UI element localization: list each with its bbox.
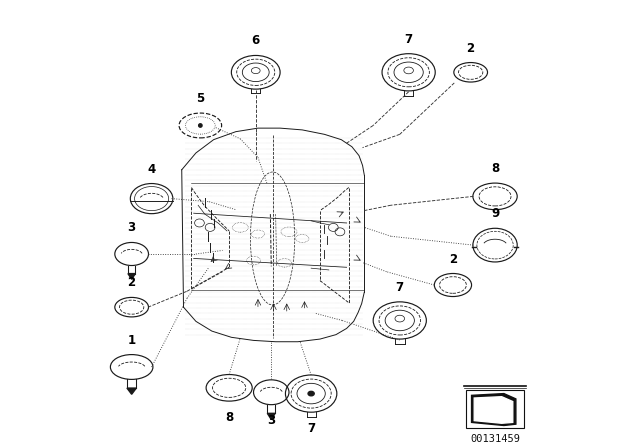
Circle shape xyxy=(198,124,202,127)
Bar xyxy=(467,390,524,428)
Polygon shape xyxy=(128,274,136,280)
Text: 6: 6 xyxy=(252,34,260,47)
Text: 8: 8 xyxy=(491,162,499,175)
Text: 3: 3 xyxy=(267,414,275,427)
Text: 4: 4 xyxy=(147,163,156,176)
Text: 1: 1 xyxy=(127,334,136,347)
Polygon shape xyxy=(472,394,516,426)
Text: 5: 5 xyxy=(196,92,204,105)
Text: 9: 9 xyxy=(491,207,499,220)
Text: 7: 7 xyxy=(404,33,413,46)
Text: 8: 8 xyxy=(225,411,233,424)
Text: 7: 7 xyxy=(307,422,315,435)
Text: 3: 3 xyxy=(127,221,136,234)
Text: 2: 2 xyxy=(449,253,457,266)
Text: 00131459: 00131459 xyxy=(470,435,520,444)
Polygon shape xyxy=(474,396,513,423)
Polygon shape xyxy=(127,388,136,394)
Ellipse shape xyxy=(308,392,314,396)
Text: 2: 2 xyxy=(127,276,136,289)
Text: 7: 7 xyxy=(396,281,404,294)
Text: 2: 2 xyxy=(467,42,475,55)
Polygon shape xyxy=(268,414,275,419)
